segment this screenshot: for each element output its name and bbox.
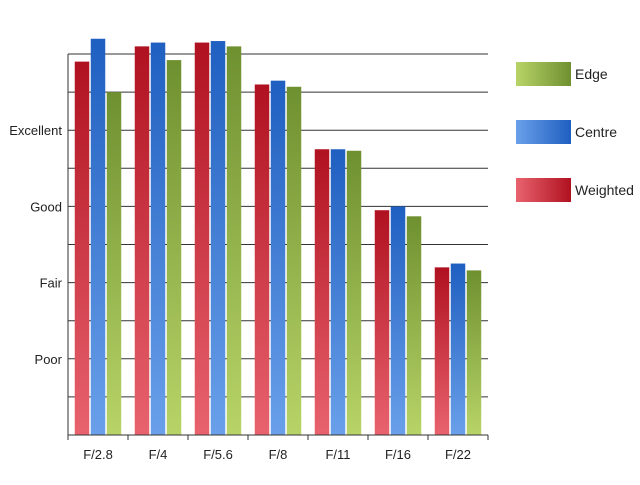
bar-edge-f8 (286, 86, 302, 436)
legend-label-centre: Centre (575, 124, 617, 140)
bar-centre-f22 (450, 263, 466, 435)
legend-swatch-weighted (516, 178, 571, 202)
x-tick-label: F/4 (149, 447, 168, 462)
y-tick-label: Good (30, 199, 62, 214)
bar-weighted-f16 (374, 210, 390, 435)
bar-edge-f16 (406, 216, 422, 435)
bar-centre-f11 (330, 149, 346, 435)
bar-weighted-f8 (254, 84, 270, 435)
bars (74, 38, 482, 436)
x-tick-label: F/2.8 (83, 447, 113, 462)
x-tick-label: F/22 (445, 447, 471, 462)
y-tick-label: Excellent (9, 123, 62, 138)
bar-weighted-f11 (314, 149, 330, 435)
bar-edge-f56 (226, 46, 242, 435)
y-tick-label: Fair (40, 276, 63, 291)
legend-label-edge: Edge (575, 66, 608, 82)
axes: F/2.8 F/4 F/5.6 F/8 F/11 F/16 F/22 Poor Fair Good… (9, 54, 489, 462)
bar-centre-f16 (390, 206, 406, 435)
bar-centre-f28 (90, 38, 106, 435)
bar-centre-f4 (150, 42, 166, 435)
x-tick-label: F/16 (385, 447, 411, 462)
bar-edge-f11 (346, 150, 362, 436)
x-tick-label: F/11 (325, 447, 350, 462)
bar-weighted-f4 (134, 46, 150, 435)
bar-weighted-f22 (434, 267, 450, 435)
bar-edge-f4 (166, 60, 182, 435)
legend-swatch-centre (516, 120, 571, 144)
legend-swatch-edge (516, 62, 571, 86)
legend: Edge Centre Weighted (516, 62, 634, 202)
bar-centre-f56 (210, 41, 226, 436)
y-tick-label: Poor (35, 352, 63, 367)
bar-weighted-f56 (194, 42, 210, 435)
legend-label-weighted: Weighted (575, 182, 634, 198)
bar-edge-f28 (106, 92, 122, 435)
bar-weighted-f28 (74, 61, 90, 436)
x-tick-label: F/8 (269, 447, 288, 462)
x-tick-label: F/5.6 (203, 447, 233, 462)
bar-edge-f22 (466, 270, 482, 435)
bar-centre-f8 (270, 80, 286, 436)
